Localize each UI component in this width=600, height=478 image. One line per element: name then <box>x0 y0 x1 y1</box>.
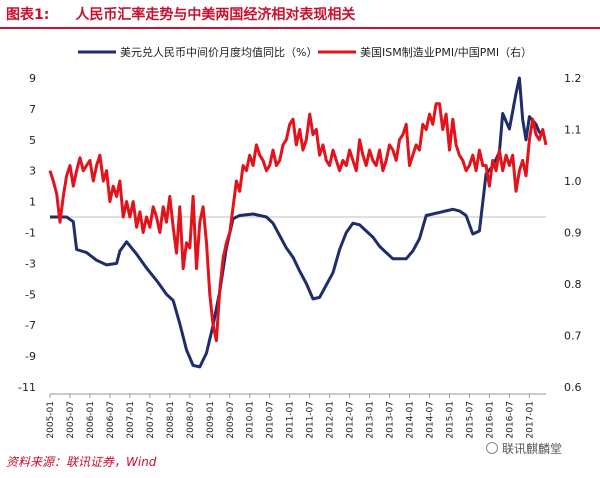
y-left-tick-label: -3 <box>25 257 36 270</box>
y-left-tick-label: 3 <box>29 165 36 178</box>
x-tick-label: 2007-07 <box>146 401 156 439</box>
y-right-tick-label: 0.9 <box>564 227 582 240</box>
x-tick-label: 2014-07 <box>425 401 435 439</box>
legend-label: 美元兑人民币中间价月度均值同比（%） <box>120 45 317 59</box>
y-right-tick-label: 0.8 <box>564 278 582 291</box>
axes-layer: 9 7 5 3 1 -1 -3 -5 -7 -9 -11 1.2 1.1 1.0 0.9 0.8 0.7 0.6 2… <box>18 72 581 439</box>
y-left-tick-label: 1 <box>29 196 36 209</box>
x-tick-label: 2015-07 <box>465 401 475 439</box>
y-left-tick-label: -11 <box>18 381 36 394</box>
line-chart: 9 7 5 3 1 -1 -3 -5 -7 -9 -11 1.2 1.1 1.0 0.9 0.8 0.7 0.6 2… <box>18 45 581 439</box>
x-tick-label: 2012-01 <box>326 401 336 439</box>
y-left-tick-label: 9 <box>29 72 36 85</box>
y-right-tick-label: 1.0 <box>564 175 582 188</box>
x-tick-label: 2016-07 <box>505 401 515 439</box>
x-tick-label: 2011-01 <box>286 401 296 439</box>
watermark: 联讯麒麟堂 <box>486 440 562 457</box>
x-tick-label: 2015-01 <box>445 401 455 439</box>
title-rule <box>0 27 600 29</box>
watermark-text: 联讯麒麟堂 <box>502 442 563 456</box>
y-right-tick-label: 1.1 <box>564 124 582 137</box>
figure-title: 人民币汇率走势与中美两国经济相对表现相关 <box>75 7 356 23</box>
x-tick-label: 2016-01 <box>485 401 495 439</box>
source-note: 资料来源：联讯证券，Wind <box>6 455 157 469</box>
y-left-tick-label: -1 <box>25 227 36 240</box>
x-tick-label: 2012-07 <box>346 401 356 439</box>
y-right-tick-label: 0.6 <box>564 381 582 394</box>
x-tick-label: 2006-01 <box>86 401 96 439</box>
x-tick-label: 2006-07 <box>106 401 116 439</box>
series-line-usdcny-yoy <box>50 76 544 369</box>
x-tick-label: 2008-07 <box>186 401 196 439</box>
y-right-tick-label: 1.2 <box>564 72 582 85</box>
x-tick-label: 2010-01 <box>246 401 256 439</box>
x-tick-label: 2009-07 <box>226 401 236 439</box>
x-tick-label: 2008-01 <box>166 401 176 439</box>
y-left-tick-label: 5 <box>29 134 36 147</box>
y-left-tick-label: -5 <box>25 288 36 301</box>
y-left-tick-label: -7 <box>25 319 36 332</box>
y-right-tick-label: 0.7 <box>564 330 582 343</box>
x-tick-label: 2011-07 <box>306 401 316 439</box>
x-tick-label: 2014-01 <box>406 401 416 439</box>
x-tick-label: 2009-01 <box>206 401 216 439</box>
y-left-tick-label: 7 <box>29 103 36 116</box>
x-tick-label: 2013-01 <box>366 401 376 439</box>
series-layer <box>48 76 548 369</box>
x-tick-label: 2017-01 <box>525 401 535 439</box>
legend: 美元兑人民币中间价月度均值同比（%） 美国ISM制造业PMI/中国PMI（右） <box>78 45 532 59</box>
x-tick-label: 2007-01 <box>126 401 136 439</box>
x-tick-label: 2005-01 <box>46 401 56 439</box>
figure-label: 图表1: <box>6 7 50 23</box>
x-tick-label: 2010-07 <box>266 401 276 439</box>
wechat-icon <box>486 442 498 454</box>
legend-label: 美国ISM制造业PMI/中国PMI（右） <box>360 45 532 59</box>
chart-title: 图表1: 人民币汇率走势与中美两国经济相对表现相关 <box>6 4 355 24</box>
x-tick-label: 2005-07 <box>66 401 76 439</box>
x-tick-label: 2013-07 <box>386 401 396 439</box>
y-left-tick-label: -9 <box>25 350 36 363</box>
series-line-pmi-ratio <box>48 102 548 343</box>
